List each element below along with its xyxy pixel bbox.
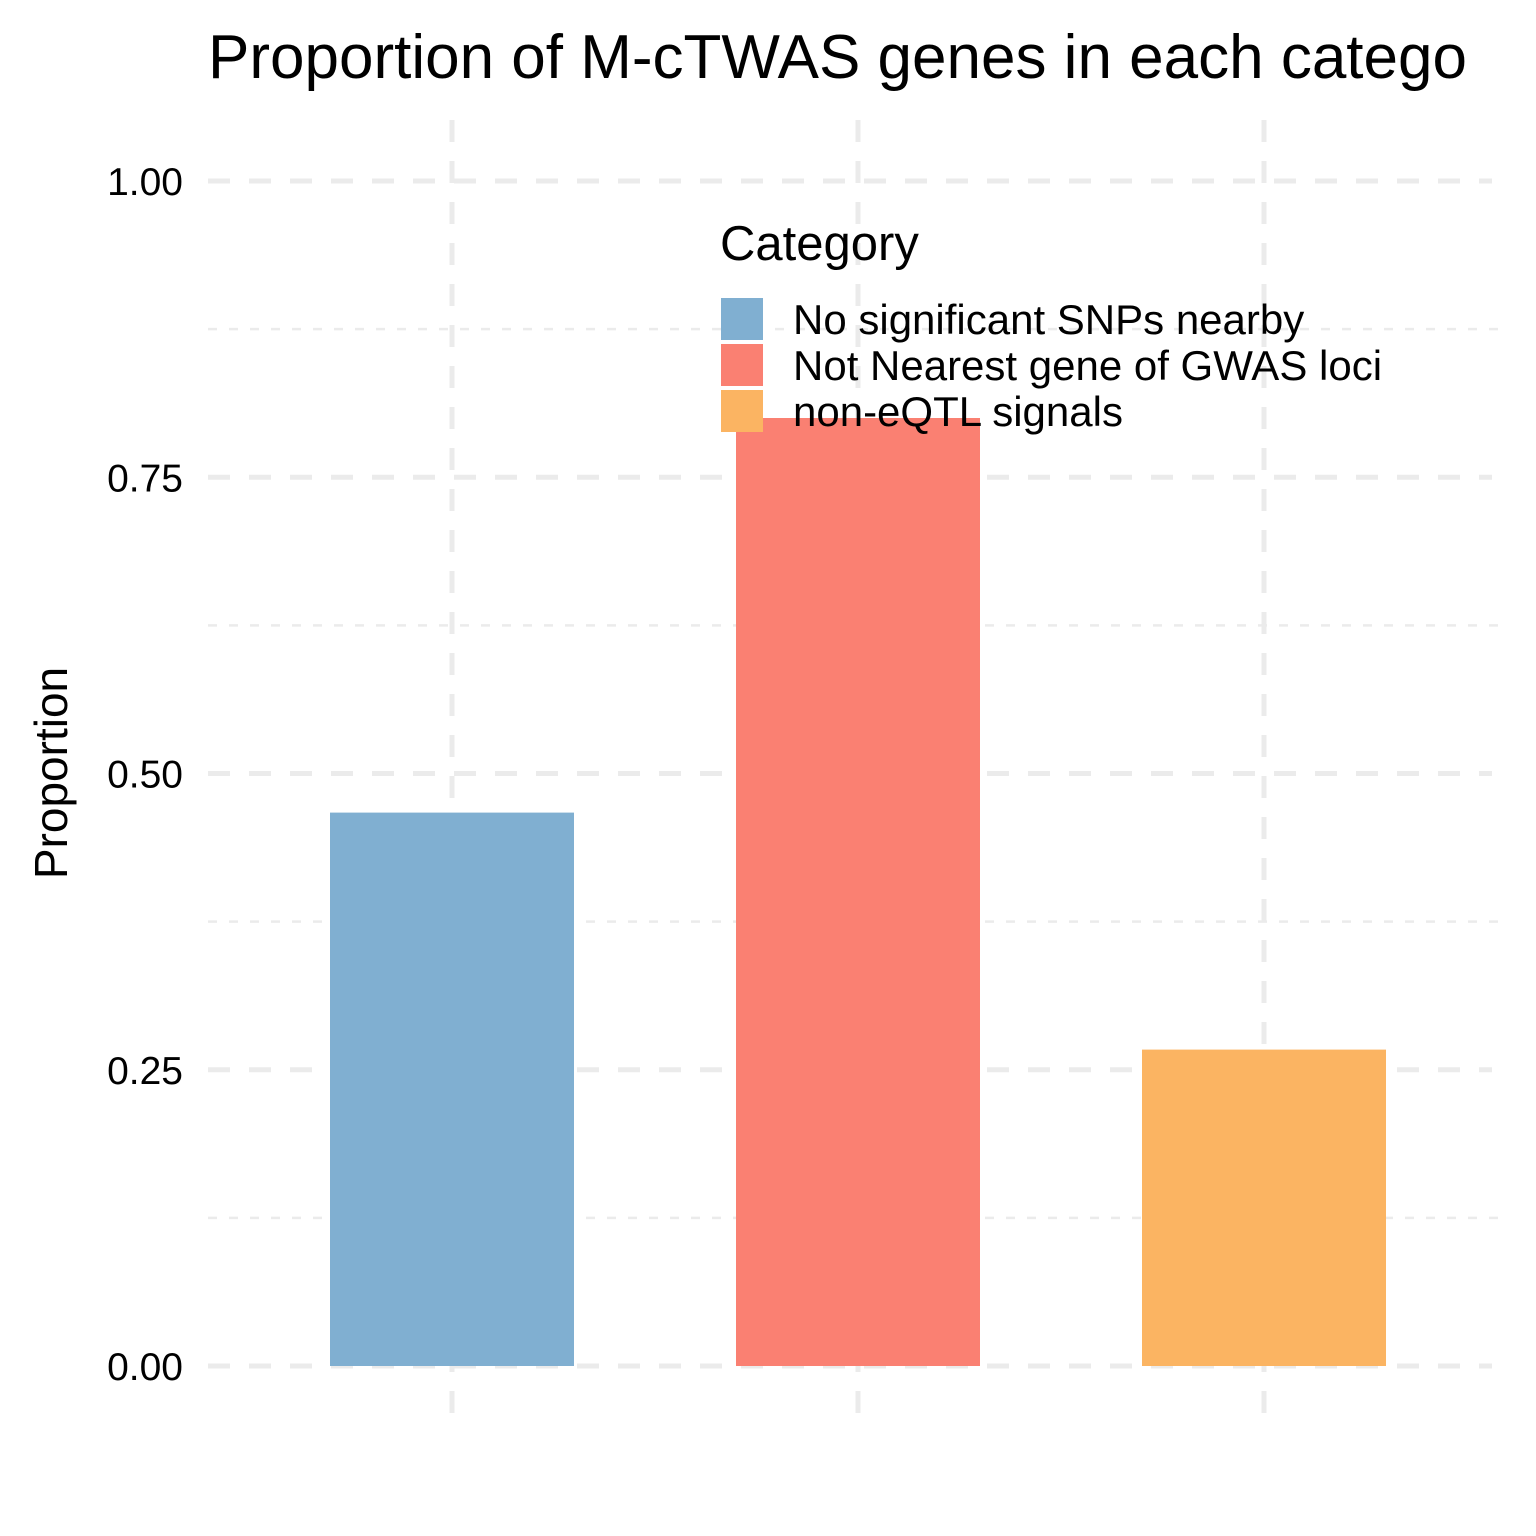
- legend-key: [721, 344, 763, 386]
- bar: [1142, 1049, 1386, 1366]
- chart-title: Proportion of M-cTWAS genes in each cate…: [208, 23, 1467, 92]
- bar-layer: [330, 418, 1386, 1366]
- y-tick-label: 0.25: [107, 1050, 183, 1093]
- bar: [330, 812, 574, 1366]
- legend-label: non-eQTL signals: [793, 388, 1123, 435]
- legend-key: [721, 298, 763, 340]
- y-axis-title: Proportion: [25, 667, 77, 879]
- legend-key: [721, 390, 763, 432]
- bar: [736, 418, 980, 1366]
- legend-label: Not Nearest gene of GWAS loci: [793, 342, 1382, 389]
- y-tick-label: 0.50: [107, 754, 183, 797]
- y-tick-layer: 0.00 0.25 0.50 0.75 1.00: [107, 161, 183, 1389]
- y-tick-label: 1.00: [107, 161, 183, 204]
- y-tick-label: 0.00: [107, 1346, 183, 1389]
- legend-title: Category: [720, 217, 919, 271]
- legend-label: No significant SNPs nearby: [793, 296, 1304, 343]
- y-tick-label: 0.75: [107, 457, 183, 500]
